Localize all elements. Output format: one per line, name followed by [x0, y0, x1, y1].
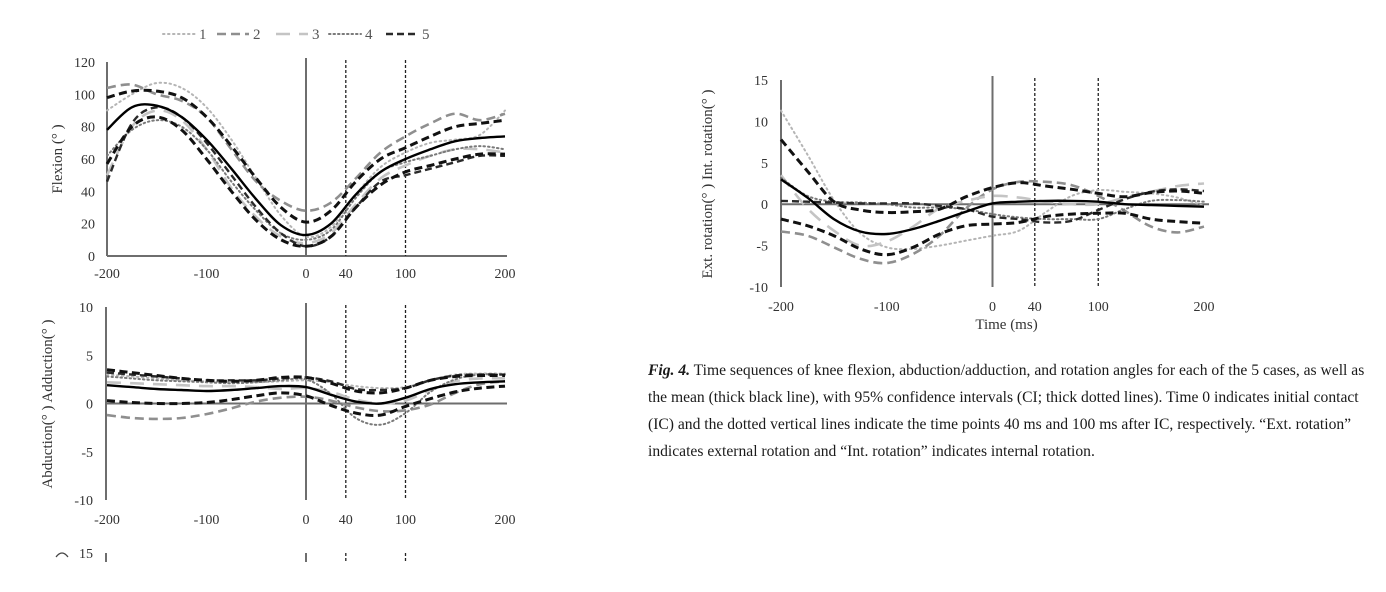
y-tick-label: 0: [761, 198, 768, 213]
series-line-case-2: [780, 179, 1205, 265]
y-tick-label: 120: [74, 56, 95, 71]
legend: 1 2 3 4 5: [162, 27, 430, 43]
series-line-ci-upper: [106, 88, 506, 224]
y-tick-label: 60: [81, 153, 95, 168]
legend-label-case-2: 2: [253, 27, 261, 43]
x-tick-label: 0: [989, 300, 996, 315]
series-line-mean: [106, 380, 506, 405]
figure-caption: Fig. 4. Time sequences of knee flexion, …: [648, 357, 1378, 465]
x-tick-label: -100: [194, 267, 220, 282]
x-tick-label: -200: [94, 267, 120, 282]
y-tick-label: 40: [81, 185, 95, 200]
y-tick-label: -10: [749, 281, 768, 296]
series-line-mean: [106, 103, 506, 237]
x-tick-label: 40: [1028, 300, 1042, 315]
x-tick-label: 100: [395, 513, 416, 528]
series-line-case-1: [106, 81, 506, 239]
x-tick-label: 200: [495, 513, 516, 528]
x-tick-label: 200: [495, 267, 516, 282]
abduction-chart: -10 -5 0 5 10 -200 -100 0 40 100 200 Abduction(° ) …: [40, 301, 516, 528]
y-tick-label: 0: [88, 250, 95, 265]
series-line-case-3: [105, 109, 506, 245]
y-tick-label: 5: [761, 157, 768, 172]
flexion-chart: 0 20 40 60 80 100 120 -200 -100 0 40 100 200 Flexion …: [50, 56, 516, 282]
y-tick-label: 10: [79, 301, 93, 316]
y-tick-label: 100: [74, 88, 95, 103]
y-axis-label: Ext. rotation(° ) Int. rotation(° ): [700, 89, 716, 278]
x-tick-label: 0: [303, 513, 310, 528]
y-tick-label: 80: [81, 121, 95, 136]
x-tick-label: -100: [874, 300, 900, 315]
x-tick-label: 40: [339, 267, 353, 282]
y-tick-label: 15: [754, 74, 768, 89]
y-axis-label: Abduction(° ) Adduction(° ): [40, 319, 56, 488]
series-line-case-4: [106, 373, 506, 426]
series-line-ci-lower: [106, 384, 506, 417]
x-tick-label: -100: [194, 513, 220, 528]
x-tick-label: 0: [303, 267, 310, 282]
partial-paren-glyph: [55, 552, 69, 558]
legend-label-case-1: 1: [199, 27, 207, 43]
legend-label-case-4: 4: [365, 27, 373, 43]
partial-rotation-chart-crop: 15: [55, 547, 407, 562]
y-tick-label: 20: [81, 218, 95, 233]
y-tick-label: -5: [756, 240, 768, 255]
rotation-chart: -10 -5 0 5 10 15 -200 -100 0 40 100 200 Ext. rotatio…: [700, 74, 1215, 333]
y-tick-label: 0: [86, 398, 93, 413]
caption-text: Time sequences of knee flexion, abductio…: [648, 362, 1365, 460]
y-tick-label: 10: [754, 115, 768, 130]
x-tick-label: -200: [768, 300, 794, 315]
series-line-case-2: [106, 83, 506, 213]
x-tick-label: 100: [395, 267, 416, 282]
x-tick-label: -200: [94, 513, 120, 528]
x-tick-label: 40: [339, 513, 353, 528]
series-line-ci-upper: [779, 138, 1205, 215]
x-tick-label: 100: [1088, 300, 1109, 315]
series-line-mean: [780, 178, 1205, 236]
series-line-ci-upper: [106, 368, 506, 395]
x-axis-label: Time (ms): [975, 317, 1037, 333]
y-axis-label: Flexion (° ): [50, 124, 66, 193]
figure-label: Fig. 4.: [648, 362, 691, 379]
series-line-ci-lower: [780, 211, 1205, 257]
partial-y-tick-label: 15: [79, 547, 93, 562]
legend-label-case-3: 3: [312, 27, 320, 43]
series-line-ci-lower: [105, 115, 506, 248]
legend-label-case-5: 5: [422, 27, 430, 43]
x-tick-label: 200: [1194, 300, 1215, 315]
y-tick-label: -10: [74, 494, 93, 509]
y-tick-label: -5: [81, 446, 93, 461]
y-tick-label: 5: [86, 349, 93, 364]
series-line-case-1: [780, 109, 1205, 251]
